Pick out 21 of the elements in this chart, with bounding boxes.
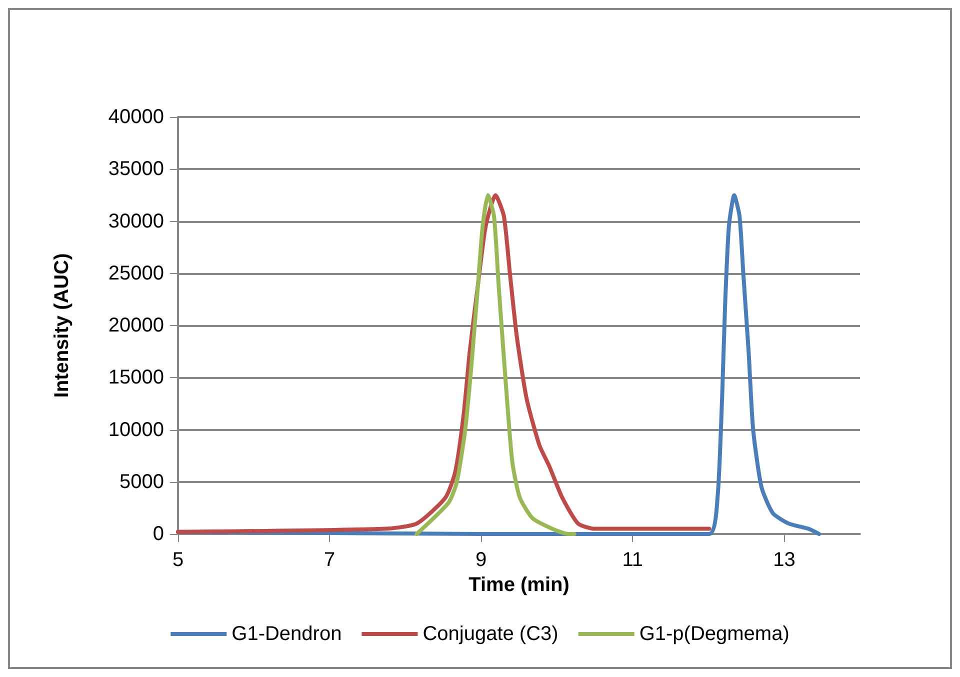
x-tick-label: 13 (773, 549, 796, 571)
legend-label: Conjugate (C3) (422, 623, 558, 645)
legend-label: G1-Dendron (232, 623, 342, 645)
y-tick-label: 20000 (108, 314, 164, 336)
y-tick-label: 5000 (120, 470, 164, 493)
y-axis-title: Intensity (AUC) (51, 253, 73, 398)
legend-label: G1-p(Degmema) (639, 623, 790, 645)
line-series (414, 193, 576, 536)
y-tick-label: 15000 (108, 366, 164, 389)
x-tick-label: 11 (622, 549, 644, 571)
x-tick-label: 7 (324, 549, 336, 571)
y-tick-label: 40000 (108, 106, 164, 128)
y-tick-label: 0 (152, 523, 164, 545)
x-tick-label: 9 (476, 549, 487, 571)
line-series (176, 193, 712, 534)
x-axis-title: Time (min) (468, 574, 570, 596)
y-tick-label: 10000 (108, 418, 164, 441)
y-tick-label: 30000 (108, 210, 164, 232)
y-tick-label: 25000 (108, 262, 164, 284)
y-tick-label: 35000 (108, 158, 164, 180)
x-tick-label: 5 (172, 549, 184, 571)
